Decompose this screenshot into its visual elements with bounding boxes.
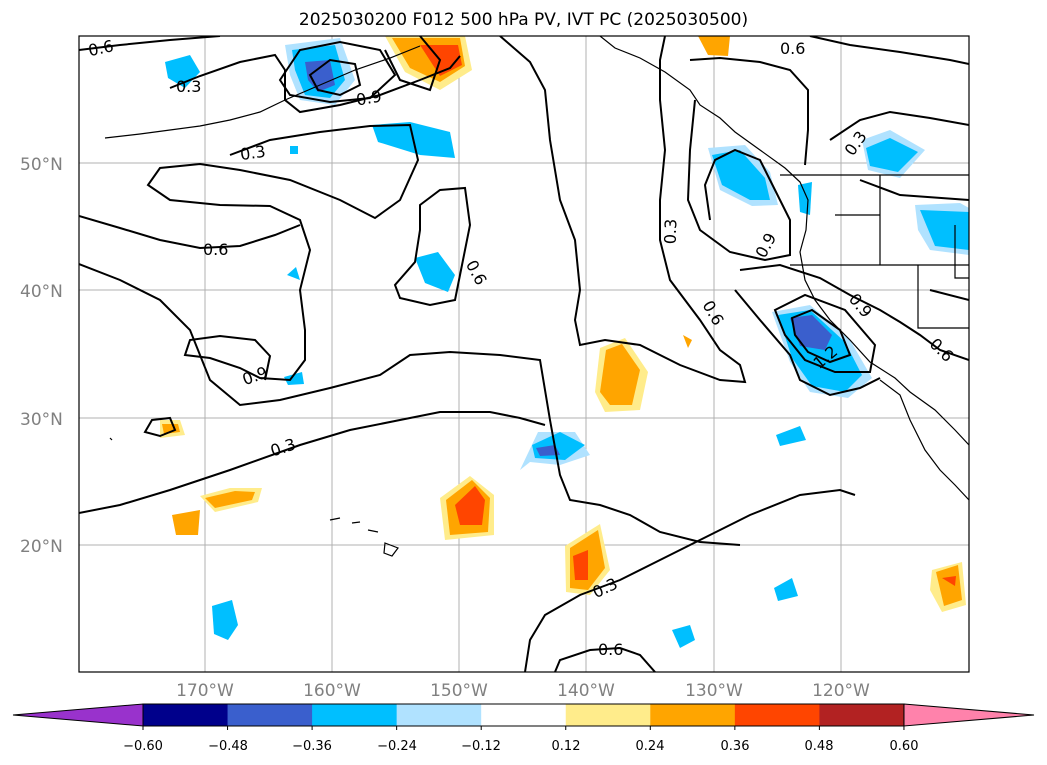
colorbar-swatch [396, 704, 482, 726]
contour-label: 0.3 [176, 77, 201, 96]
lon-label: 120°W [812, 681, 870, 701]
coastlines [104, 36, 969, 557]
colorbar-swatch [227, 704, 313, 726]
lon-label: 140°W [557, 681, 615, 701]
colorbar-tick-label: −0.48 [208, 739, 248, 754]
lon-label: 130°W [685, 681, 743, 701]
colorbar-tick-label: 0.12 [552, 739, 581, 754]
colorbar-swatch [650, 704, 736, 726]
colorbar-swatch [312, 704, 398, 726]
map-title: 2025030200 F012 500 hPa PV, IVT PC (2025… [298, 10, 749, 30]
lat-label: 50°N [20, 155, 63, 175]
colorbar-tick-label: 0.60 [890, 739, 919, 754]
colorbar-swatch [734, 704, 820, 726]
colorbar-swatch [481, 704, 567, 726]
map-frame [78, 35, 970, 673]
colorbar-swatch [143, 704, 229, 726]
lon-label: 170°W [176, 681, 234, 701]
contour-label: 0.9 [355, 86, 383, 109]
contour-label: 0.3 [661, 218, 681, 244]
contour-label: 0.9 [751, 230, 780, 261]
colorbar-tick-label: 0.24 [636, 739, 665, 754]
positive-pv-shading [160, 36, 966, 612]
colorbar-swatch [819, 704, 905, 726]
negative-pv-shading [165, 38, 969, 648]
contour-label: 0.3 [268, 435, 298, 461]
lat-label: 40°N [20, 282, 63, 302]
contour-label: 0.6 [926, 334, 957, 365]
lat-label: 20°N [20, 537, 63, 557]
pv-contours [79, 36, 969, 672]
contour-label: 0.6 [86, 36, 115, 60]
colorbar-tick-label: 0.48 [805, 739, 834, 754]
colorbar: −0.60 −0.48 −0.36 −0.24 −0.12 0.12 0.24 … [12, 703, 1035, 754]
lat-label: 30°N [20, 410, 63, 430]
contour-labels: 0.6 0.3 0.9 0.3 0.6 0.9 0.6 0.3 0.3 0.9 … [86, 36, 957, 659]
colorbar-tick-label: −0.36 [292, 739, 332, 754]
contour-label: 0.6 [598, 640, 623, 659]
latitude-labels: 50°N 40°N 30°N 20°N [20, 155, 63, 557]
contour-label: 0.9 [240, 363, 270, 390]
colorbar-tick-label: 0.36 [721, 739, 750, 754]
colorbar-swatch [12, 703, 144, 727]
lon-label: 150°W [430, 681, 488, 701]
lon-label: 160°W [303, 681, 361, 701]
colorbar-outline [142, 703, 905, 727]
colorbar-swatch [565, 704, 651, 726]
colorbar-tick-label: −0.24 [377, 739, 417, 754]
longitude-labels: 170°W 160°W 150°W 140°W 130°W 120°W [176, 681, 870, 701]
contour-label: 0.3 [239, 142, 267, 164]
contour-label: 0.6 [780, 39, 805, 58]
contour-label: 0.6 [203, 240, 228, 259]
colorbar-tick-label: −0.12 [461, 739, 501, 754]
colorbar-swatch [903, 703, 1035, 727]
contour-label: 0.6 [462, 257, 491, 288]
colorbar-tick-label: −0.60 [123, 739, 163, 754]
